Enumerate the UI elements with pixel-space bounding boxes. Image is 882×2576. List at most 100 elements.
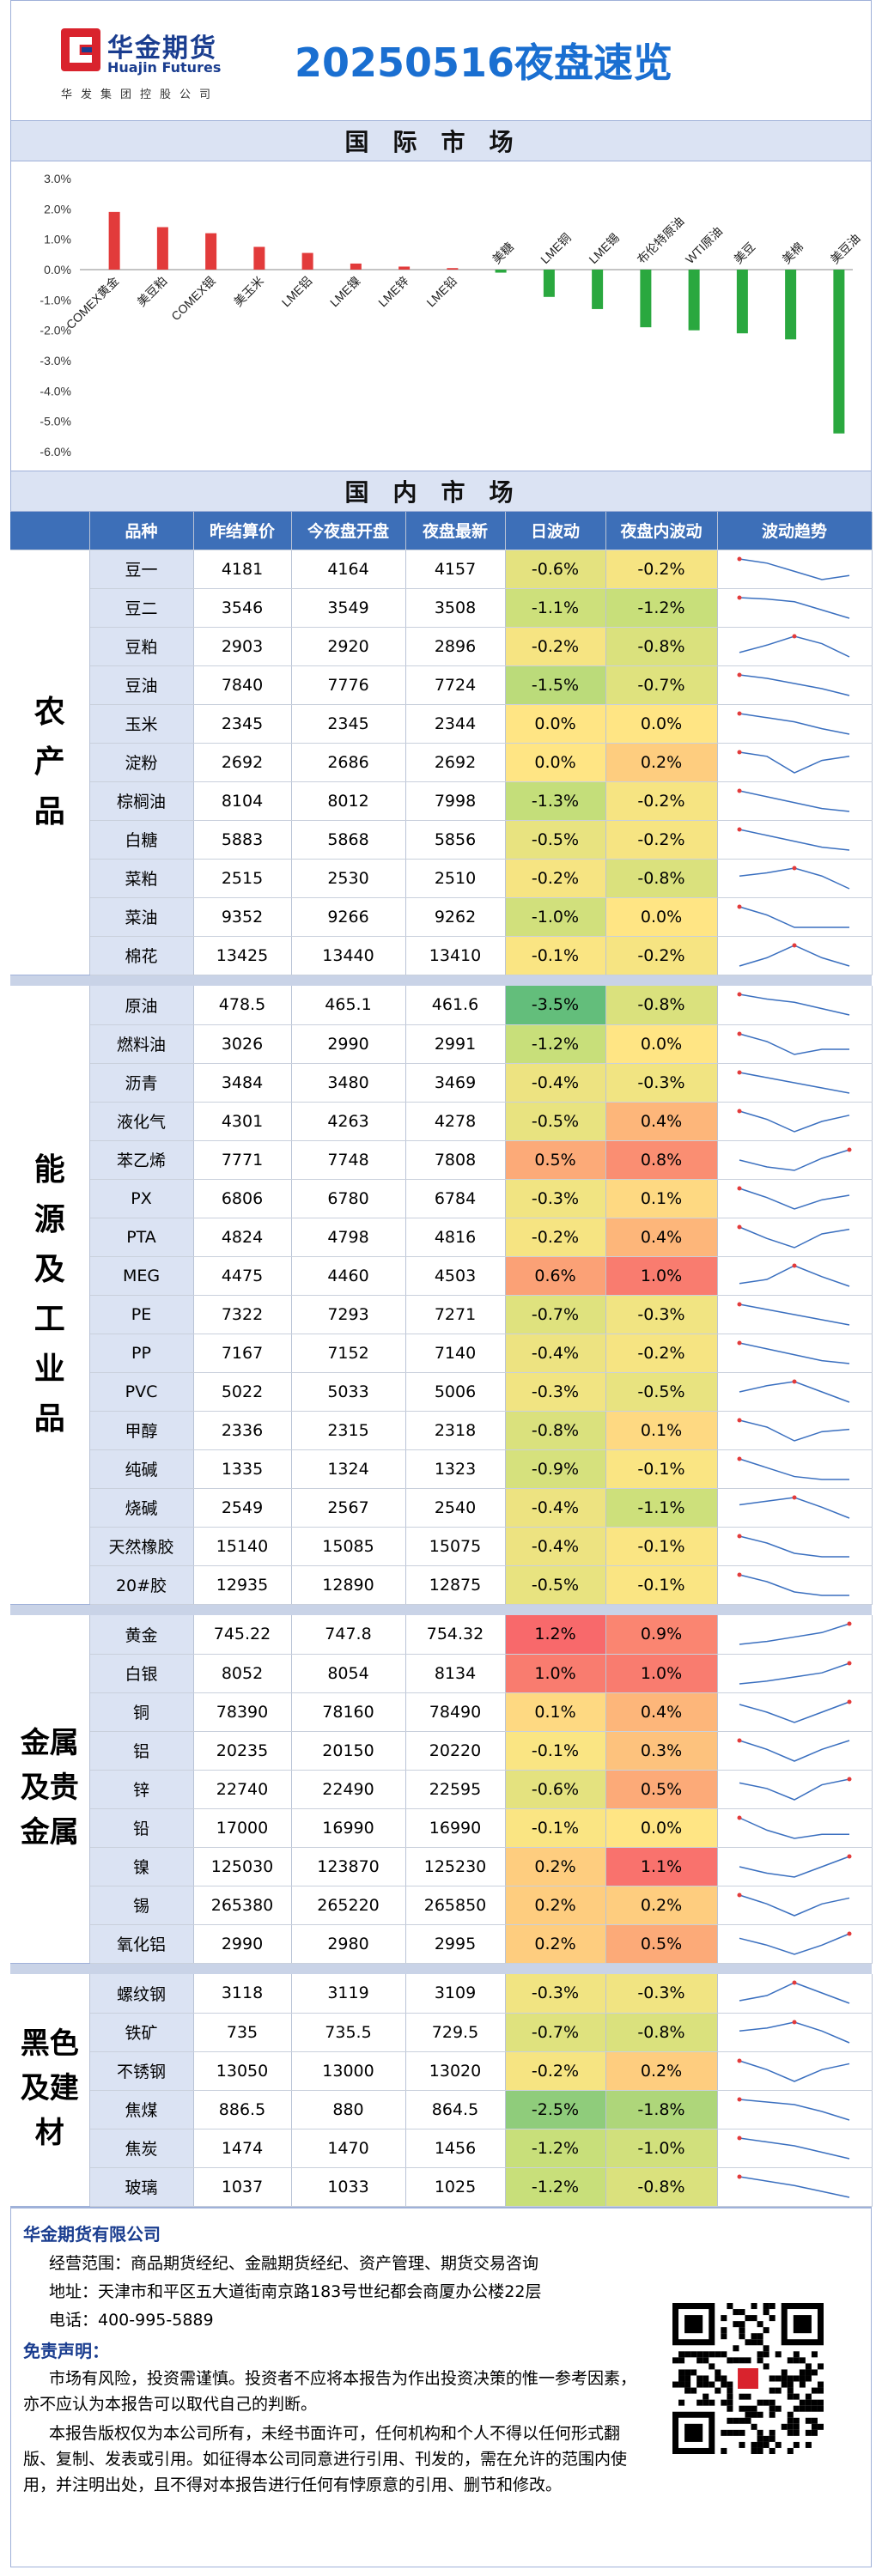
commodity-name: 锡 (89, 1886, 194, 1925)
table-row: 铝 20235 20150 20220 -0.1% 0.3% (10, 1731, 873, 1771)
qr-module (817, 2423, 824, 2430)
night-latest-price: 7998 (405, 781, 506, 821)
table-row: PE 7322 7293 7271 -0.7% -0.3% (10, 1295, 873, 1334)
prev-settle-price: 7322 (193, 1295, 292, 1334)
bar (688, 270, 700, 331)
night-open-price: 9266 (291, 897, 406, 937)
qr-module (721, 2326, 727, 2333)
table-row: 淀粉 2692 2686 2692 0.0% 0.2% (10, 743, 873, 782)
x-category-label: LME镍 (327, 274, 363, 310)
qr-module (709, 2350, 715, 2357)
qr-module (745, 2417, 751, 2424)
qr-module (739, 2320, 745, 2327)
x-category-label: LME铅 (423, 274, 459, 310)
trend-sparkline (737, 1031, 849, 1055)
sparkline-peak-marker (847, 1854, 852, 1858)
prev-settle-price: 4475 (193, 1256, 292, 1296)
x-category-label: 美棉 (779, 240, 806, 266)
prev-settle-price: 265380 (193, 1886, 292, 1925)
trend-cell (717, 1102, 873, 1141)
bar (108, 211, 120, 270)
qr-module (769, 2314, 776, 2321)
sparkline-peak-marker (737, 595, 742, 599)
sparkline-peak-marker (792, 1495, 797, 1499)
sparkline-peak-marker (737, 1815, 742, 1820)
qr-module (709, 2362, 715, 2369)
table-row: PTA 4824 4798 4816 -0.2% 0.4% (10, 1218, 873, 1257)
daily-change: -0.7% (505, 1295, 606, 1334)
table-row: 棕榈油 8104 8012 7998 -1.3% -0.2% (10, 781, 873, 821)
night-latest-price: 2896 (405, 627, 506, 666)
night-change: 0.2% (605, 2051, 718, 2091)
night-open-price: 265220 (291, 1886, 406, 1925)
trend-cell (717, 627, 873, 666)
qr-module (751, 2405, 757, 2412)
sparkline-peak-marker (737, 2136, 742, 2140)
qr-module (703, 2393, 709, 2400)
sparkline-peak-marker (792, 634, 797, 638)
prev-settle-price: 3118 (193, 1974, 292, 2014)
night-change: -0.2% (605, 550, 718, 589)
sparkline-path (739, 1739, 850, 1762)
trend-cell (717, 1295, 873, 1334)
company-address: 地址：天津市和平区五大道街南京路183号世纪都会商厦办公楼22层 (49, 2281, 542, 2301)
qr-module (763, 2362, 769, 2369)
x-category-label: LME铜 (538, 231, 574, 267)
qr-module (811, 2417, 818, 2424)
commodity-name: 玻璃 (89, 2167, 194, 2207)
night-latest-price: 7808 (405, 1140, 506, 1180)
qr-module (793, 2374, 800, 2382)
commodity-name: 氧化铝 (89, 1924, 194, 1964)
qr-module (793, 2423, 800, 2430)
sparkline-path (739, 673, 850, 696)
prev-settle-price: 17000 (193, 1808, 292, 1848)
table-row: 黑色及建材 螺纹钢 3118 3119 3109 -0.3% -0.3% (10, 1974, 873, 2207)
commodity-name: PE (89, 1295, 194, 1334)
qr-module (672, 2356, 679, 2363)
x-category-label: 美豆 (731, 240, 757, 266)
table-row: 苯乙烯 7771 7748 7808 0.5% 0.8% (10, 1140, 873, 1180)
qr-module (696, 2399, 703, 2406)
table-row: PVC 5022 5033 5006 -0.3% -0.5% (10, 1372, 873, 1412)
y-tick-label: 2.0% (44, 202, 71, 216)
night-change: 0.8% (605, 1140, 718, 1180)
commodity-name: 沥青 (89, 1063, 194, 1103)
qr-module (739, 2332, 745, 2339)
sparkline-peak-marker (847, 1661, 852, 1665)
prev-settle-price: 4181 (193, 550, 292, 589)
trend-sparkline (739, 1980, 850, 2004)
sparkline-peak-marker (737, 1456, 742, 1461)
prev-settle-price: 6806 (193, 1179, 292, 1218)
trend-sparkline (737, 1224, 850, 1249)
qr-module (739, 2356, 745, 2363)
qr-module (787, 2381, 794, 2388)
trend-cell (717, 1924, 873, 1964)
bar (495, 270, 507, 273)
qr-module (721, 2447, 727, 2454)
qr-module (799, 2356, 806, 2363)
night-open-price: 2315 (291, 1411, 406, 1450)
night-open-price: 5033 (291, 1372, 406, 1412)
trend-cell (717, 897, 873, 937)
trend-sparkline (737, 595, 850, 619)
qr-module (757, 2350, 763, 2357)
sparkline-path (739, 2136, 850, 2160)
qr-module (787, 2387, 794, 2394)
y-tick-label: -3.0% (40, 354, 71, 368)
qr-module (709, 2399, 715, 2406)
night-open-price: 2920 (291, 627, 406, 666)
qr-module (721, 2429, 727, 2436)
trend-sparkline (739, 1147, 852, 1171)
qr-module (757, 2399, 763, 2406)
qr-module (793, 2441, 800, 2448)
bar (833, 270, 845, 434)
night-latest-price: 2540 (405, 1488, 506, 1528)
commodity-name: 淀粉 (89, 743, 194, 782)
qr-module (799, 2399, 806, 2406)
night-change: 0.0% (605, 1024, 718, 1064)
daily-change: -1.2% (505, 2129, 606, 2168)
night-latest-price: 2692 (405, 743, 506, 782)
trend-sparkline (737, 556, 850, 580)
night-open-price: 22490 (291, 1770, 406, 1809)
daily-change: -0.7% (505, 2013, 606, 2052)
